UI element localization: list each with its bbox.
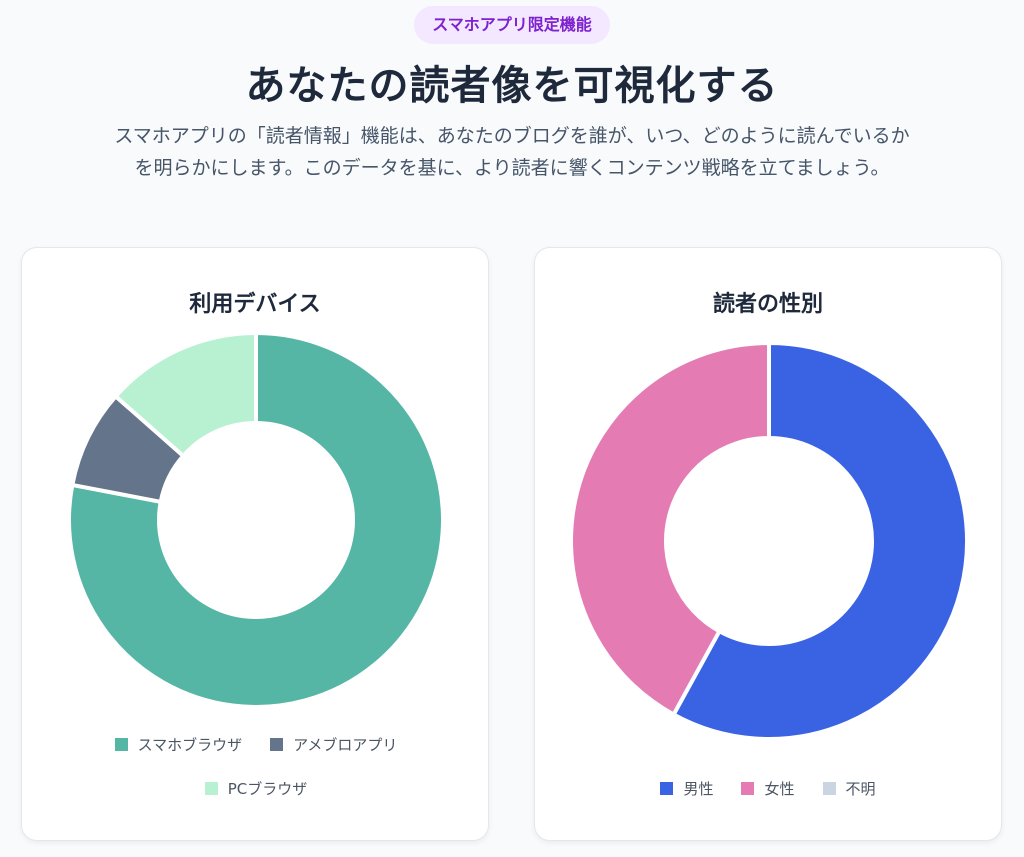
legend-swatch (270, 737, 284, 751)
description-line-2: を明らかにします。このデータを基に、より読者に響くコンテンツ戦略を立てましょう。 (134, 157, 890, 179)
legend-label: PCブラウザ (227, 779, 308, 798)
badge-container: スマホアプリ限定機能 (0, 6, 1024, 44)
device-chart-title: 利用デバイス (189, 292, 321, 317)
device-chart-card: 利用デバイス スマホブラウザ アメブロアプリ PCブラウザ (21, 247, 489, 841)
legend-label: 男性 (683, 779, 714, 798)
legend-swatch (822, 781, 836, 795)
description-line-1: スマホアプリの「読者情報」機能は、あなたのブログを誰が、いつ、どのように読んでい… (114, 125, 910, 147)
legend-swatch (204, 781, 218, 795)
gender-chart-title: 読者の性別 (712, 292, 823, 317)
device-donut-chart (67, 331, 445, 709)
legend-swatch (660, 781, 674, 795)
device-chart-legend: スマホブラウザ アメブロアプリ PCブラウザ (76, 732, 436, 800)
donut-slice-1[interactable] (67, 331, 445, 709)
legend-item-3[interactable]: 不明 (822, 776, 876, 800)
legend-item-2[interactable]: アメブロアプリ (270, 732, 397, 756)
donut-slice-3[interactable] (113, 331, 258, 458)
legend-item-2[interactable]: 女性 (741, 776, 795, 800)
donut-slice-1[interactable] (671, 341, 969, 741)
legend-swatch (114, 737, 128, 751)
gender-donut-chart (569, 341, 969, 741)
legend-item-3[interactable]: PCブラウザ (204, 776, 308, 800)
gender-chart-card: 読者の性別 男性 女性 不明 (534, 247, 1002, 841)
legend-label: アメブロアプリ (293, 735, 398, 754)
page-title: あなたの読者像を可視化する (245, 63, 779, 109)
legend-label: 女性 (764, 779, 795, 798)
legend-swatch (741, 781, 755, 795)
legend-label: スマホブラウザ (137, 735, 243, 754)
legend-item-1[interactable]: スマホブラウザ (114, 732, 243, 756)
legend-item-1[interactable]: 男性 (660, 776, 713, 800)
legend-label: 不明 (845, 779, 876, 798)
page-description: スマホアプリの「読者情報」機能は、あなたのブログを誰が、いつ、どのように読んでい… (40, 120, 984, 184)
gender-chart-legend: 男性 女性 不明 (535, 776, 1001, 800)
donut-slice-2[interactable] (569, 341, 771, 717)
feature-badge: スマホアプリ限定機能 (414, 6, 610, 44)
